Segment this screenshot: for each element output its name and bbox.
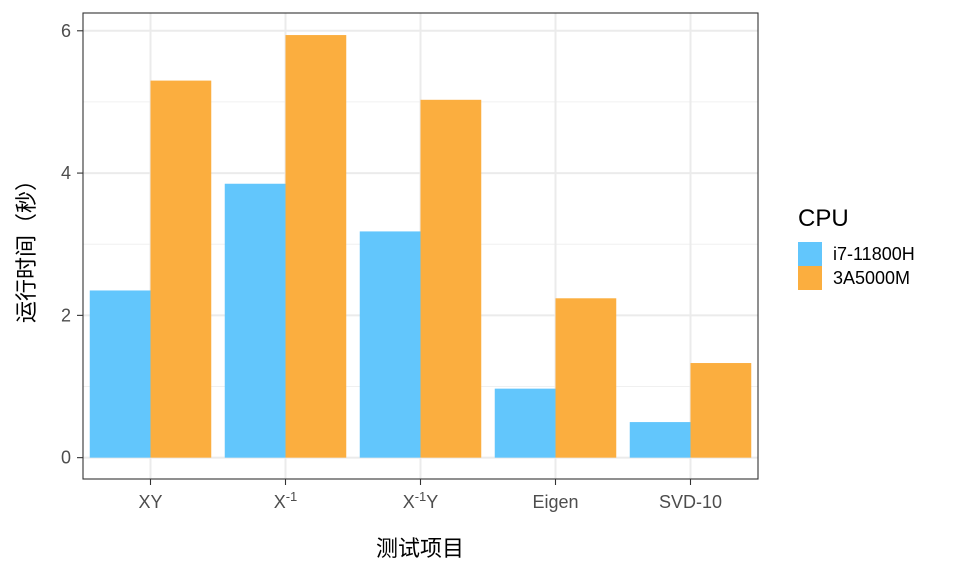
legend-key-3A5000M (798, 266, 822, 290)
legend-key-i7-11800H (798, 242, 822, 266)
legend-label: 3A5000M (833, 268, 910, 288)
y-tick-label: 2 (61, 305, 71, 325)
bar-i7-11800H-2 (359, 231, 421, 458)
x-axis-title: 测试项目 (376, 537, 464, 562)
y-tick-label: 4 (61, 163, 71, 183)
bar-3A5000M-0 (150, 80, 212, 458)
bar-i7-11800H-0 (89, 290, 151, 458)
x-tick-label: X-1 (274, 489, 298, 513)
bar-3A5000M-1 (285, 35, 347, 458)
bar-3A5000M-3 (555, 298, 617, 458)
bar-i7-11800H-3 (494, 388, 556, 458)
legend-title: CPU (798, 205, 849, 232)
y-tick-label: 6 (61, 21, 71, 41)
bar-i7-11800H-4 (629, 422, 691, 458)
x-axis: XY X-1 X-1Y Eigen SVD-10 (138, 479, 722, 512)
bar-i7-11800H-1 (224, 183, 286, 458)
x-tick-label: SVD-10 (659, 492, 722, 512)
bars (89, 35, 752, 458)
x-tick-label: XY (138, 492, 162, 512)
legend-label: i7-11800H (833, 244, 915, 264)
x-tick-label: X-1Y (403, 489, 439, 513)
y-tick-label: 0 (61, 448, 71, 468)
x-tick-label: Eigen (532, 492, 578, 512)
y-axis-title: 运行时间（秒） (15, 169, 40, 323)
bar-3A5000M-4 (690, 363, 752, 458)
legend: CPU i7-11800H 3A5000M (798, 205, 915, 290)
y-axis: 0 2 4 6 (61, 21, 83, 468)
bar-3A5000M-2 (420, 99, 482, 458)
